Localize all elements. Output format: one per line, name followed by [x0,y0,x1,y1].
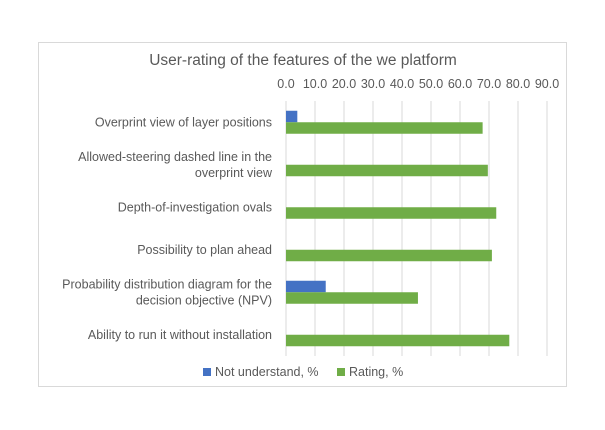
x-tick-label: 20.0 [332,77,356,91]
category-label: overprint view [195,166,273,180]
x-tick-label: 10.0 [303,77,327,91]
category-labels: Overprint view of layer positions Allowed… [62,115,273,342]
bar-rating [286,164,488,177]
gridlines [285,101,548,356]
bar-rating [286,334,510,347]
x-tick-label: 70.0 [477,77,501,91]
chart-title: User-rating of the features of the we pl… [149,52,457,69]
category-label: Overprint view of layer positions [95,115,272,129]
x-tick-label: 60.0 [448,77,472,91]
legend-label-rating: Rating, % [349,365,403,379]
x-tick-label: 40.0 [390,77,414,91]
chart-area: User-rating of the features of the we pl… [38,42,567,387]
category-label: Possibility to plan ahead [137,243,272,257]
legend: Not understand, % Rating, % [203,365,403,379]
bar-not-understand [286,280,326,293]
category-label: Allowed-steering dashed line in the [78,150,272,164]
x-tick-label: 0.0 [277,77,294,91]
x-tick-label: 90.0 [535,77,559,91]
category-label: Ability to run it without installation [88,328,272,342]
x-tick-label: 80.0 [506,77,530,91]
legend-label-not-understand: Not understand, % [215,365,319,379]
x-axis-tick-labels: 0.0 10.0 20.0 30.0 40.0 50.0 60.0 70.0 80.0 90.0 [277,77,559,91]
category-label: Probability distribution diagram for the [62,277,272,291]
x-tick-label: 50.0 [419,77,443,91]
bar-rating [286,122,483,134]
bar-not-understand [286,110,298,123]
bar-chart: User-rating of the features of the we pl… [62,52,559,379]
legend-swatch-rating [337,368,345,376]
bar-rating [286,249,492,262]
category-label: decision objective (NPV) [136,293,272,307]
x-tick-label: 30.0 [361,77,385,91]
bars [286,110,510,347]
bar-rating [286,292,418,304]
legend-swatch-not-understand [203,368,211,376]
bar-rating [286,207,497,219]
category-label: Depth-of-investigation ovals [118,200,272,214]
